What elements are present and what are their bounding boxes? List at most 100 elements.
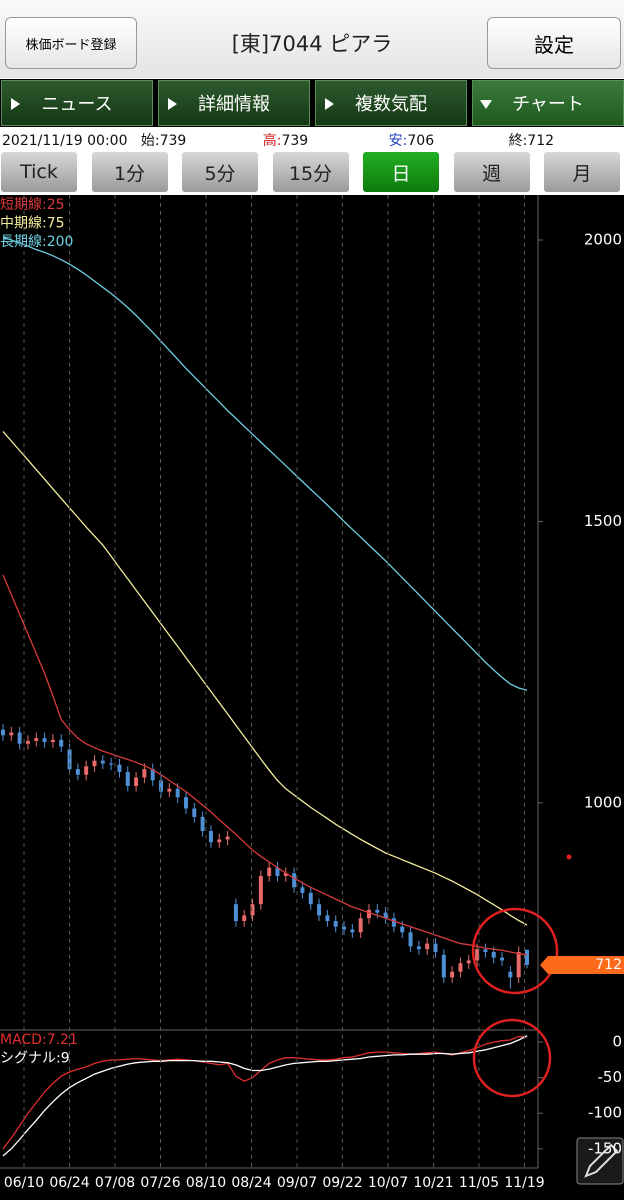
close-label: 終: — [508, 133, 528, 149]
candle-body — [242, 915, 247, 922]
candle-body — [25, 740, 30, 744]
indicator-line — [2, 574, 528, 956]
candle-body — [458, 963, 463, 972]
candle-body — [9, 732, 14, 736]
candle-body — [84, 766, 89, 775]
candle-body — [267, 867, 272, 877]
x-tick-label: 10/21 — [413, 1175, 453, 1191]
candle-body — [425, 943, 430, 950]
period-bar: Tick 1分 5分 15分日週月 — [0, 150, 624, 194]
tab-arrow — [168, 98, 177, 110]
tab[interactable]: 複数気配 — [315, 80, 467, 126]
candle-body — [59, 739, 64, 747]
last-price-label: 712 — [595, 957, 622, 973]
candle-body — [275, 867, 280, 877]
register-button[interactable]: 株価ボード登録 — [5, 17, 137, 69]
x-tick-label: 11/05 — [459, 1175, 499, 1191]
candle-body — [183, 797, 188, 809]
candle-body — [500, 957, 505, 961]
period-button[interactable]: 週 — [453, 152, 530, 192]
candle-body — [258, 876, 263, 905]
tab-label: ニュース — [41, 94, 113, 115]
candle-body — [150, 769, 155, 781]
period-button[interactable]: Tick — [1, 152, 77, 192]
indicator-line — [2, 1035, 528, 1157]
period-button[interactable]: 1分 — [91, 152, 168, 192]
candle-body — [433, 943, 438, 953]
period-button[interactable]: 5分 — [182, 152, 258, 192]
stock-title: [東]7044 ピアラ — [231, 32, 393, 56]
candle-body — [416, 946, 421, 950]
x-tick-label: 08/10 — [186, 1175, 226, 1191]
candle-body — [34, 738, 39, 741]
x-tick-label: 09/22 — [322, 1175, 362, 1191]
candle-body — [441, 954, 446, 978]
close-value: 712 — [527, 133, 555, 149]
candle-body — [42, 738, 47, 743]
tab-arrow — [325, 98, 334, 110]
candle-body — [92, 760, 97, 767]
candle-body — [358, 918, 363, 933]
candle-body — [109, 763, 114, 765]
annotation-circle — [471, 907, 559, 995]
x-tick-label: 11/19 — [504, 1175, 544, 1191]
y-tick-label: -150 — [588, 1139, 622, 1157]
high-label: 高: — [262, 133, 282, 149]
candle-body — [1, 729, 5, 736]
draw-tool-button[interactable] — [576, 1137, 624, 1185]
period-button[interactable]: 日 — [363, 152, 439, 192]
period-button[interactable]: 月 — [544, 152, 620, 192]
settings-button[interactable]: 設定 — [487, 17, 621, 69]
chart: 06/10 06/24 07/08 07/26 08/10 08/24 09/07 09/22… — [0, 195, 624, 1200]
candle-body — [391, 918, 396, 927]
indicator-line — [2, 1035, 528, 1150]
candle-body — [491, 952, 496, 958]
candle-body — [475, 949, 480, 961]
candle-body — [100, 760, 105, 764]
candle-body — [483, 949, 488, 953]
candle-body — [175, 788, 180, 798]
candle-body — [333, 921, 338, 927]
x-tick-label: 07/26 — [140, 1175, 180, 1191]
candle-body — [300, 887, 305, 893]
candle-body — [217, 839, 222, 843]
annotation-circle — [472, 1018, 552, 1098]
indicator-line — [2, 430, 528, 926]
tab[interactable]: チャート — [472, 80, 624, 126]
candle-body — [233, 904, 238, 922]
tab-arrow — [480, 100, 492, 109]
candle-body — [67, 749, 72, 770]
candle-body — [317, 904, 322, 916]
x-tick-label: 09/07 — [277, 1175, 317, 1191]
candle-body — [225, 836, 230, 840]
x-tick-label: 10/07 — [368, 1175, 408, 1191]
tab-label: チャート — [512, 94, 584, 115]
candle-body — [200, 816, 205, 832]
candle-body — [350, 929, 355, 933]
candle-body — [342, 926, 347, 930]
y-tick-label: 1500 — [584, 512, 622, 530]
low-value: 706 — [407, 133, 435, 149]
top-bar: 株価ボード登録 [東]7044 ピアラ 設定 — [0, 0, 624, 78]
y-tick-label: -100 — [588, 1104, 622, 1122]
candle-body — [516, 952, 521, 978]
tab-arrow — [11, 98, 20, 110]
candle-body — [375, 909, 380, 913]
quote-datetime: 2021/11/19 00:00 — [2, 133, 128, 149]
tab[interactable]: ニュース — [1, 80, 153, 126]
candle-body — [167, 788, 172, 792]
y-tick-label: -50 — [598, 1068, 623, 1086]
legend-entry: 長期線:200 — [0, 234, 73, 250]
y-tick-label: 0 — [612, 1033, 622, 1051]
candle-body — [50, 739, 55, 743]
candle-body — [383, 912, 388, 919]
period-button[interactable]: 15分 — [272, 152, 349, 192]
candle-body — [17, 732, 22, 744]
open-label: 始: — [140, 133, 160, 149]
candle-body — [283, 873, 288, 877]
tab[interactable]: 詳細情報 — [158, 80, 310, 126]
legend-entry: シグナル:9 — [0, 1051, 70, 1067]
x-tick-label: 08/24 — [231, 1175, 271, 1191]
candle-body — [450, 971, 455, 978]
